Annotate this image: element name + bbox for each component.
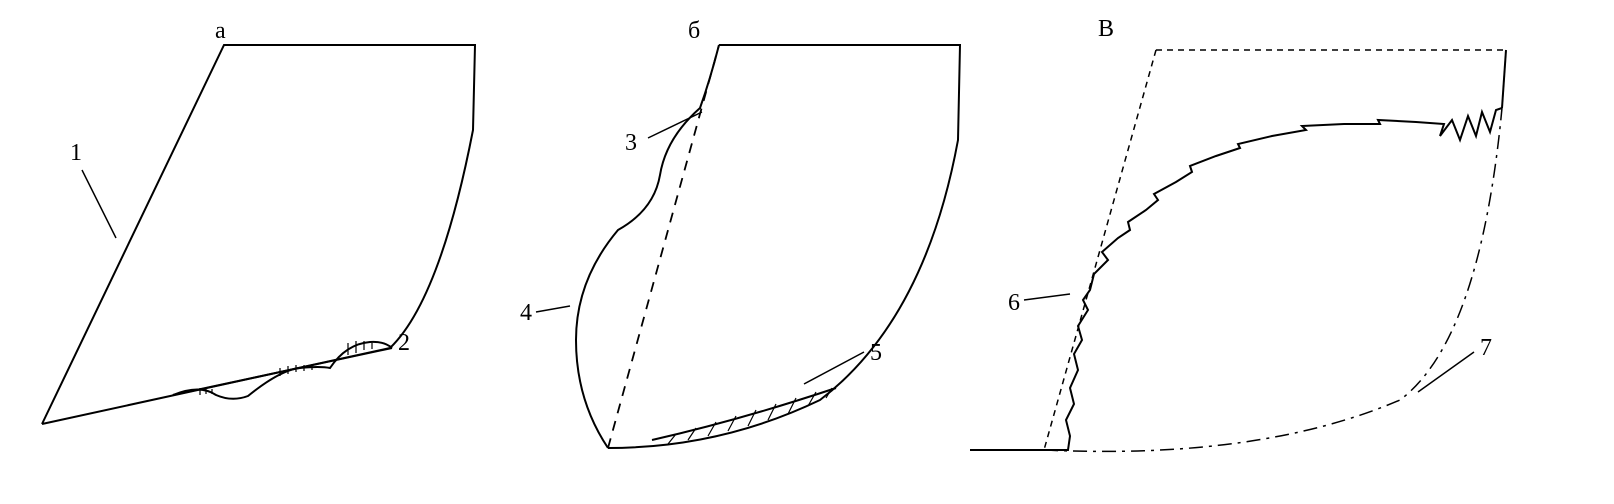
panel-a-diagram (42, 45, 475, 424)
leader-7 (1418, 352, 1474, 392)
callout-4: 4 (520, 300, 532, 327)
panel-b-bottom-worn (652, 388, 836, 440)
leader-6 (1024, 294, 1070, 300)
panel-a-hatch (200, 341, 372, 395)
panel-label-c: В (1098, 16, 1114, 43)
callout-3: 3 (625, 130, 637, 157)
panel-label-a: а (215, 18, 226, 45)
callout-6: 6 (1008, 290, 1020, 317)
panel-b-diagram (536, 45, 960, 448)
panel-b-right-outline (608, 45, 960, 448)
panel-b-worn-profile (576, 45, 719, 448)
callout-7: 7 (1480, 335, 1492, 362)
callout-1: 1 (70, 140, 82, 167)
panel-c-left-dashed-diag (1044, 50, 1156, 450)
panel-a-inner-edge (173, 348, 392, 395)
panel-c-diagram (970, 50, 1506, 451)
figure-container: а б В 1 2 3 4 5 6 7 (0, 0, 1614, 504)
panel-c-dashdot-curve (1044, 108, 1502, 451)
diagram-svg (0, 0, 1614, 504)
callout-5: 5 (870, 340, 882, 367)
leader-4 (536, 306, 570, 312)
panel-a-outline (42, 45, 475, 424)
panel-c-jagged-profile (970, 108, 1502, 450)
panel-c-right-edge (1502, 50, 1506, 108)
panel-label-b: б (688, 18, 700, 45)
callout-2: 2 (398, 330, 410, 357)
leader-1 (82, 170, 116, 238)
panel-b-dashed-left (608, 45, 719, 448)
